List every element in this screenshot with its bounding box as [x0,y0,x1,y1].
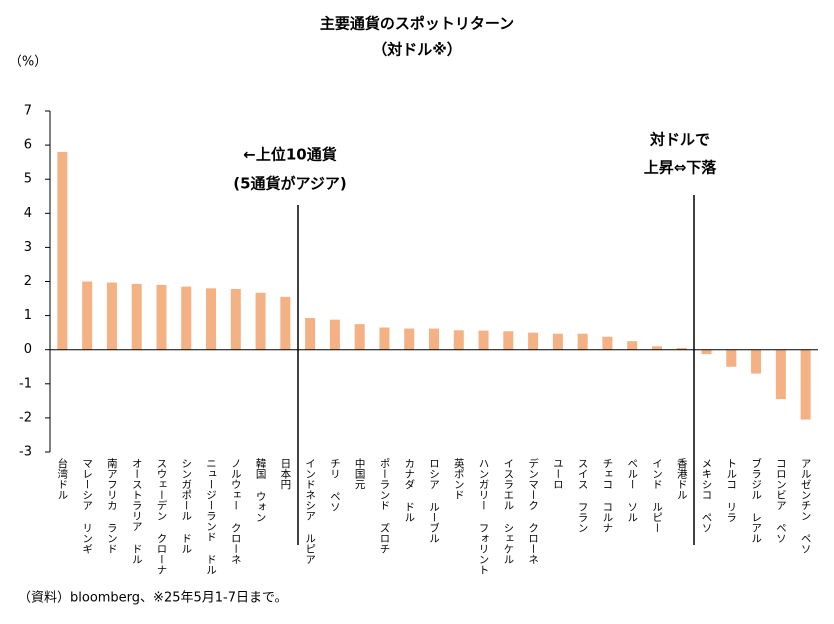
bar [478,330,489,350]
bar [676,347,687,350]
y-tick-label: 7 [24,104,32,119]
x-tick-label: 中国元 [354,457,366,489]
annotation: 対ドルで [649,131,710,149]
x-tick-label: チリ ペソ [329,458,341,512]
x-tick-label: ブラジル レアル [750,457,762,543]
x-tick-label: 香港ドル [676,458,688,500]
bar [528,332,539,350]
x-tick-label: マレーシア リンギ [81,458,93,554]
x-tick-label: チェコ コルナ [601,458,613,533]
bar [701,349,712,355]
y-tick-label: -1 [19,376,32,391]
y-tick-label: -2 [19,410,32,425]
bar [106,282,117,350]
x-tick-label: イスラエル シェケル [502,458,514,565]
y-tick-label: -3 [19,445,32,460]
x-tick-label: 日本円 [279,458,291,490]
bar [429,328,439,350]
bar [627,341,638,350]
x-tick-label: ニュージーランド ドル [205,458,217,575]
x-tick-label: インド ルピー [651,458,663,533]
bar [181,286,192,350]
bar [751,349,762,374]
annotation: (5通貨がアジア) [233,175,347,193]
bar [131,283,142,350]
y-unit: （%） [9,55,47,70]
x-tick-label: 韓国 ウォン [255,458,267,523]
bar [726,349,737,367]
x-tick-label: 台湾ドル [56,457,68,500]
chart-title: 主要通貨のスポットリターン [320,15,514,33]
x-tick-label: メキシコ ペソ [701,458,713,533]
y-tick-label: 6 [24,138,32,153]
x-tick-label: コロンビア ペソ [775,458,787,544]
bar [775,349,786,400]
bar [800,349,811,420]
bar [57,151,68,350]
x-tick-label: デンマーク クローネ [527,457,539,564]
x-tick-label: スイス フラン [577,458,589,533]
x-tick-label: ロシア ルーブル [428,458,440,544]
y-tick-label: 5 [24,172,32,187]
x-tick-label: シンガポール ドル [180,458,192,554]
x-tick-label: ノルウェー クローネ [230,458,242,565]
footnote: （資料）bloomberg、※25年5月1-7日まで。 [18,591,287,606]
bar [82,281,93,350]
x-tick-label: オーストラリア ドル [131,458,143,565]
bar [156,284,167,350]
bar [577,333,588,350]
x-tick-label: アルゼンチン ペソ [800,458,812,554]
x-tick-label: スウェーデン クローナ [155,458,167,575]
bar [280,296,291,350]
x-tick-label: ハンガリー フォリント [478,458,490,575]
annotation: 上昇⇔下落 [644,159,718,177]
x-tick-label: 南アフリカ ランド [106,457,118,554]
y-tick-label: 0 [24,342,32,357]
y-tick-label: 2 [24,274,32,289]
x-tick-label: ユーロ [552,458,564,490]
bar [453,330,464,350]
bar [206,288,217,350]
x-tick-label: 英ポンド [453,457,465,500]
bar [305,317,316,350]
bar [230,289,241,350]
bar [379,327,390,350]
annotation: ←上位10通貨 [243,146,336,164]
x-tick-label: カナダ ドル [403,458,415,523]
chart-subtitle: （対ドル※） [372,41,462,59]
y-tick-label: 4 [24,206,32,221]
x-tick-label: ポーランド ズロチ [378,458,390,554]
bar [552,333,563,350]
bar [354,324,365,350]
bar [602,336,613,350]
bar [503,331,514,350]
bar [329,319,340,350]
y-tick-label: 3 [24,240,32,255]
x-tick-label: トルコ リラ [725,458,737,523]
bar [651,346,662,350]
y-tick-label: 1 [24,308,32,323]
bar [404,328,415,350]
bar [255,292,266,350]
x-tick-label: インドネシア ルピア [304,458,316,565]
x-tick-label: ペルー ソル [626,458,638,523]
